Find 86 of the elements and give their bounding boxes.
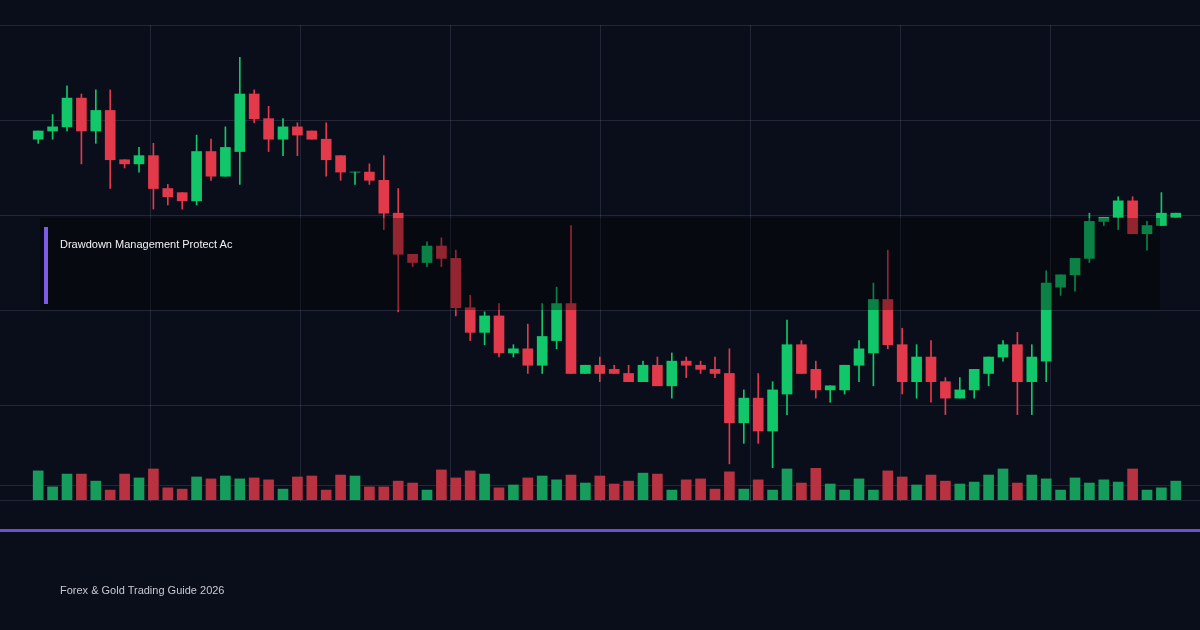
bar — [493, 487, 505, 500]
bar — [738, 488, 750, 500]
bar — [277, 488, 289, 500]
bar — [119, 473, 130, 500]
bar — [335, 474, 346, 500]
bar — [522, 477, 534, 500]
bar — [349, 475, 361, 500]
bar — [1026, 474, 1038, 500]
bar — [666, 489, 678, 500]
bar — [637, 472, 649, 500]
bar — [1127, 468, 1138, 500]
bar — [306, 475, 318, 500]
bar — [148, 468, 159, 500]
bar — [191, 476, 202, 500]
bar — [940, 480, 951, 500]
bar — [954, 483, 966, 500]
bar — [810, 468, 822, 500]
bar — [911, 484, 922, 500]
bar — [1040, 478, 1052, 500]
bar — [292, 476, 303, 500]
bar — [868, 489, 879, 500]
bar — [450, 477, 462, 500]
bar — [76, 473, 87, 500]
bar — [925, 474, 937, 500]
bar — [983, 474, 994, 500]
bar — [594, 475, 606, 500]
bar — [479, 473, 490, 500]
bar — [234, 478, 246, 500]
bar — [882, 470, 894, 500]
bar — [392, 480, 404, 500]
note-box: Drawdown Management Protect Ac — [40, 218, 1160, 310]
bar — [90, 480, 102, 500]
bar — [1141, 489, 1153, 500]
bar — [608, 483, 620, 500]
bar — [436, 469, 447, 500]
bar — [1069, 477, 1081, 500]
bar — [623, 480, 634, 500]
bar — [320, 489, 332, 500]
bar — [853, 478, 865, 500]
bar — [536, 475, 548, 500]
bar — [61, 473, 73, 500]
bar — [968, 481, 980, 500]
bar — [695, 478, 706, 500]
bar — [378, 486, 390, 500]
bar — [997, 468, 1009, 500]
bar — [796, 482, 807, 500]
bar — [580, 482, 591, 500]
candlestick — [709, 356, 721, 378]
bar — [1084, 482, 1095, 500]
bar — [1055, 489, 1066, 500]
bar — [1112, 481, 1124, 500]
bar — [680, 479, 692, 500]
bar — [248, 477, 260, 500]
bar — [133, 477, 145, 500]
bar — [839, 489, 850, 500]
bar — [407, 482, 418, 500]
bar — [781, 468, 793, 500]
bar — [205, 478, 217, 500]
bar — [364, 486, 375, 500]
bar — [565, 474, 577, 500]
bar — [162, 487, 174, 500]
bar — [263, 479, 274, 500]
bar — [220, 475, 231, 500]
bar — [824, 483, 836, 500]
bar — [752, 479, 764, 500]
bar — [1156, 487, 1167, 500]
bar — [464, 470, 476, 500]
bar — [724, 471, 735, 500]
candlestick — [824, 385, 836, 403]
bar — [652, 473, 663, 500]
annotation: Drawdown Management Protect Ac — [60, 238, 233, 250]
bar — [176, 488, 188, 500]
text: Forex & Gold Trading Guide 2026 — [60, 584, 225, 596]
bar — [896, 476, 908, 500]
bar — [508, 484, 519, 500]
bar — [709, 488, 721, 500]
bar — [1170, 480, 1182, 500]
bar — [421, 489, 433, 500]
bar — [32, 470, 44, 500]
bar — [1012, 482, 1023, 500]
bar — [47, 486, 58, 500]
candlestick — [680, 356, 692, 378]
bar — [1098, 479, 1110, 500]
bar — [767, 489, 778, 500]
bar — [104, 489, 116, 500]
bar — [551, 479, 562, 500]
